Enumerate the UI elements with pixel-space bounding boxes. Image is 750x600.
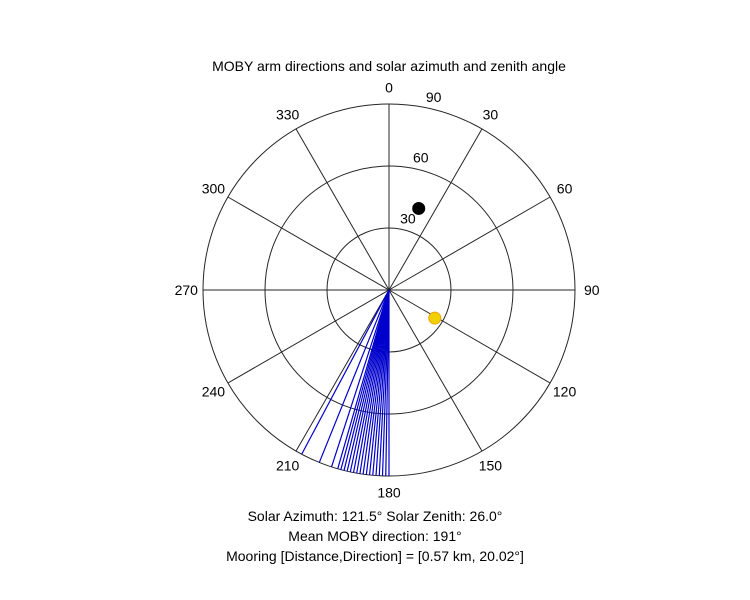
angle-tick-label: 240	[202, 383, 226, 399]
chart-title: MOBY arm directions and solar azimuth an…	[212, 58, 566, 74]
mooring-marker	[412, 201, 426, 215]
grid-spoke-150	[388, 289, 483, 452]
angle-tick-label: 300	[202, 181, 226, 197]
moby-arm-ray	[318, 289, 390, 463]
moby-arm-ray	[337, 289, 390, 469]
angle-tick-label: 150	[479, 458, 503, 474]
grid-spoke-240	[227, 289, 390, 384]
grid-spoke-30	[388, 128, 483, 291]
moby-arm-ray	[301, 289, 390, 455]
moby-arm-rays	[301, 289, 390, 476]
angle-tick-label: 210	[276, 458, 300, 474]
radial-tick-label: 60	[413, 150, 429, 166]
tick-labels: 0 30 60 90 120 150 180 210 240 270 300 330 30 60 90	[175, 79, 600, 500]
radial-tick-label: 90	[426, 89, 442, 105]
angle-tick-label: 270	[175, 282, 199, 298]
sun-marker	[428, 311, 442, 325]
moby-caption: Mean MOBY direction: 191°	[288, 528, 462, 544]
grid-spoke-330	[295, 128, 390, 291]
angle-tick-label: 120	[553, 383, 577, 399]
radial-tick-label: 30	[400, 210, 416, 226]
angle-tick-label: 30	[483, 106, 499, 122]
angle-tick-label: 330	[276, 106, 300, 122]
grid-spoke-210	[295, 289, 390, 452]
grid-spoke-60	[388, 196, 551, 291]
solar-caption: Solar Azimuth: 121.5° Solar Zenith: 26.0…	[247, 508, 503, 524]
mooring-caption: Mooring [Distance,Direction] = [0.57 km,…	[226, 548, 524, 564]
angle-tick-label: 0	[385, 79, 393, 95]
angle-tick-label: 90	[584, 282, 600, 298]
grid-spoke-300	[227, 196, 390, 291]
angle-tick-label: 60	[557, 181, 573, 197]
moby-arm-ray	[330, 289, 390, 468]
angle-tick-label: 180	[377, 485, 401, 501]
grid-spoke-120	[388, 289, 551, 384]
markers	[412, 201, 442, 325]
